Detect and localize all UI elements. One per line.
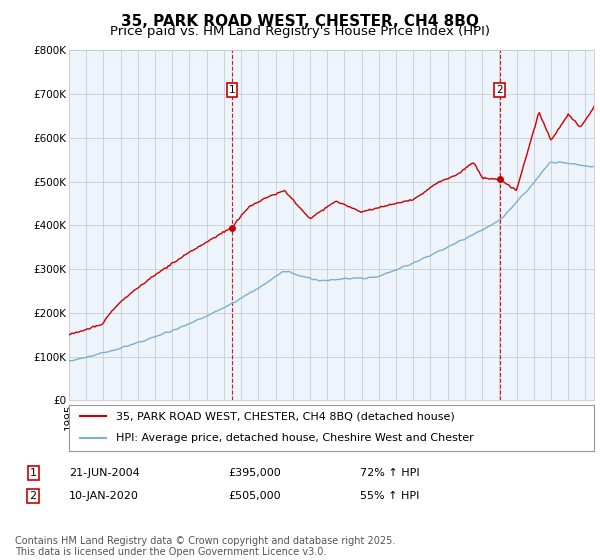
Text: 35, PARK ROAD WEST, CHESTER, CH4 8BQ (detached house): 35, PARK ROAD WEST, CHESTER, CH4 8BQ (de… [116,412,455,421]
Text: 72% ↑ HPI: 72% ↑ HPI [360,468,419,478]
Text: 21-JUN-2004: 21-JUN-2004 [69,468,140,478]
Text: 1: 1 [29,468,37,478]
Text: 2: 2 [497,85,503,95]
Text: 2: 2 [29,491,37,501]
Text: 35, PARK ROAD WEST, CHESTER, CH4 8BQ: 35, PARK ROAD WEST, CHESTER, CH4 8BQ [121,14,479,29]
Text: 1: 1 [229,85,235,95]
Text: 55% ↑ HPI: 55% ↑ HPI [360,491,419,501]
Text: HPI: Average price, detached house, Cheshire West and Chester: HPI: Average price, detached house, Ches… [116,433,474,443]
Text: £505,000: £505,000 [228,491,281,501]
Text: Price paid vs. HM Land Registry's House Price Index (HPI): Price paid vs. HM Land Registry's House … [110,25,490,38]
Text: Contains HM Land Registry data © Crown copyright and database right 2025.
This d: Contains HM Land Registry data © Crown c… [15,535,395,557]
Text: 10-JAN-2020: 10-JAN-2020 [69,491,139,501]
Text: £395,000: £395,000 [228,468,281,478]
